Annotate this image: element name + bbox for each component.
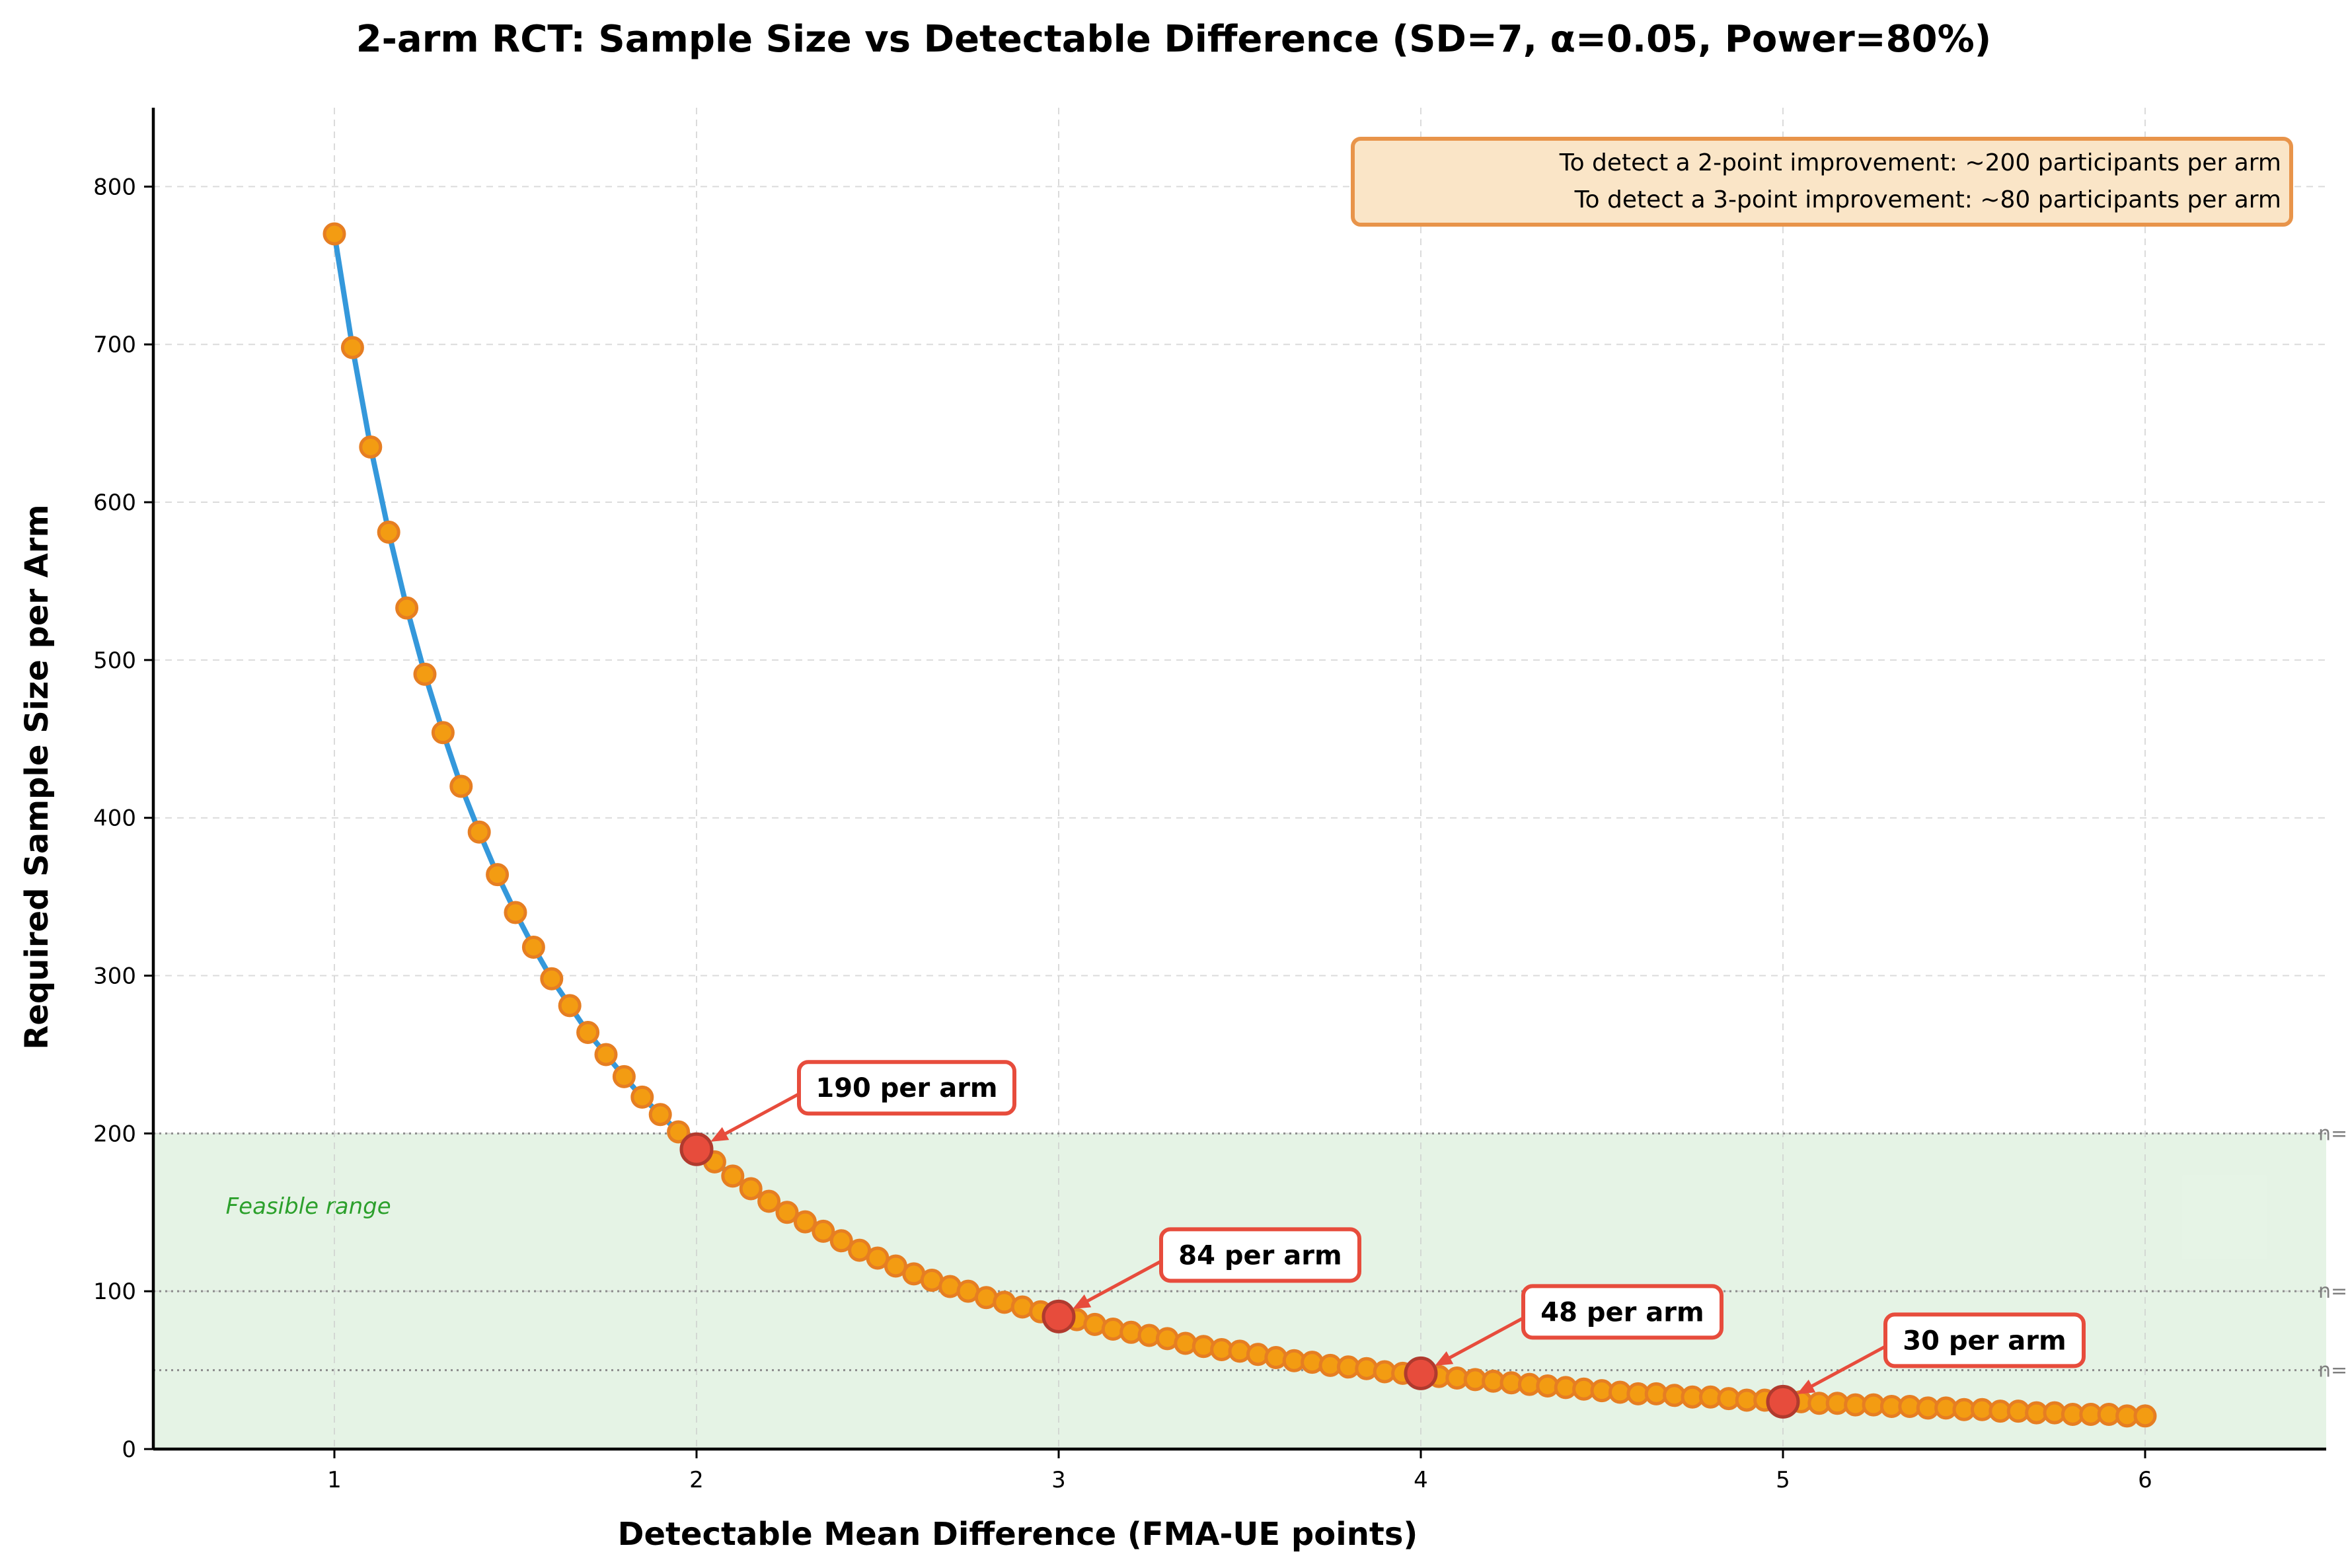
- x-tick-label: 1: [327, 1467, 342, 1493]
- y-axis-title: Required Sample Size per Arm: [19, 504, 56, 1049]
- info-box-line-1: To detect a 2-point improvement: ~200 pa…: [1559, 149, 2281, 176]
- data-point-marker: [486, 863, 510, 887]
- y-tick-label: 0: [122, 1437, 136, 1463]
- reference-label-n100: n=100: [2318, 1280, 2348, 1303]
- data-point-marker: [413, 662, 437, 686]
- data-point-marker: [558, 994, 582, 1018]
- y-tick-label: 800: [93, 174, 136, 200]
- data-point-marker: [793, 1210, 817, 1234]
- highlights-layer: [679, 1132, 1800, 1419]
- callout-label-x4: 48 per arm: [1540, 1297, 1704, 1327]
- data-point-marker: [521, 936, 545, 959]
- data-point-marker: [1246, 1343, 1269, 1366]
- y-tick-label: 400: [93, 805, 136, 832]
- data-point-marker: [1101, 1317, 1125, 1341]
- data-point-marker: [395, 596, 419, 620]
- info-box: To detect a 2-point improvement: ~200 pa…: [1351, 137, 2293, 227]
- data-point-marker: [594, 1043, 618, 1066]
- data-point-marker: [1264, 1345, 1288, 1369]
- feasible-region-label: Feasible range: [226, 1193, 391, 1220]
- data-point-marker: [340, 336, 364, 359]
- x-tick-label: 4: [1414, 1467, 1428, 1493]
- y-tick-label: 300: [93, 963, 136, 990]
- callout-label-x3: 84 per arm: [1178, 1240, 1342, 1271]
- data-point-marker: [1192, 1335, 1215, 1359]
- y-tick-label: 600: [93, 490, 136, 516]
- data-point-marker: [612, 1064, 636, 1088]
- data-point-marker: [757, 1189, 781, 1213]
- data-point-marker: [739, 1177, 763, 1201]
- y-tick-label: 100: [93, 1279, 136, 1305]
- y-tick-label: 200: [93, 1121, 136, 1147]
- data-point-marker: [1228, 1339, 1252, 1363]
- y-tick-label: 500: [93, 648, 136, 674]
- callout-label-x2: 190 per arm: [815, 1073, 997, 1103]
- chart-title: 2-arm RCT: Sample Size vs Detectable Dif…: [356, 18, 1992, 61]
- callout-arrow-shaft-x2: [718, 1092, 800, 1139]
- reference-label-n50: n=50: [2318, 1359, 2348, 1382]
- callout-arrow-shaft-x4: [1442, 1316, 1525, 1363]
- data-point-marker: [576, 1021, 600, 1045]
- reference-lines-layer: n=200 n=100 n=50: [153, 1122, 2348, 1382]
- data-point-marker: [377, 520, 400, 544]
- markers-layer: [322, 222, 2157, 1428]
- data-point-marker: [829, 1229, 853, 1253]
- x-tick-label: 5: [1776, 1467, 1790, 1493]
- highlight-point-x3: [1041, 1299, 1076, 1333]
- data-point-marker: [1174, 1331, 1197, 1355]
- x-tick-label: 6: [2138, 1467, 2152, 1493]
- data-point-marker: [812, 1219, 835, 1243]
- y-tick-label: 700: [93, 332, 136, 358]
- data-point-marker: [2133, 1404, 2157, 1428]
- x-tick-label: 3: [1051, 1467, 1066, 1493]
- data-point-marker: [359, 435, 383, 459]
- info-box-frame: [1351, 137, 2293, 227]
- callout-box-x3: [1159, 1227, 1361, 1283]
- callouts-layer: 190 per arm 84 per arm 48 per arm 30 per ar…: [710, 1060, 2086, 1394]
- callout-label-x5: 30 per arm: [1903, 1325, 2066, 1356]
- callout-arrow-head-x2: [710, 1127, 730, 1142]
- axes-layer: 1 2 3 4 5 6 0 100 200 300 400 500 600 700 800: [93, 108, 2326, 1493]
- callout-box-x5: [1883, 1312, 2086, 1368]
- x-tick-label: 2: [689, 1467, 704, 1493]
- callout-box-x2: [797, 1060, 1016, 1116]
- callout-arrow-shaft-x5: [1804, 1345, 1887, 1392]
- data-point-marker: [322, 222, 346, 246]
- data-point-marker: [504, 901, 527, 924]
- data-point-marker: [1301, 1351, 1324, 1374]
- highlight-point-x4: [1404, 1356, 1438, 1390]
- data-point-marker: [648, 1103, 672, 1127]
- highlight-point-x5: [1766, 1384, 1800, 1419]
- data-point-marker: [1119, 1320, 1143, 1344]
- data-point-marker: [775, 1201, 799, 1224]
- callout-arrow-head-x5: [1797, 1379, 1816, 1394]
- data-point-marker: [1137, 1324, 1161, 1347]
- x-axis-title: Detectable Mean Difference (FMA-UE point…: [618, 1516, 1418, 1553]
- data-point-marker: [667, 1120, 691, 1144]
- callout-box-x4: [1521, 1284, 1723, 1340]
- data-point-marker: [449, 774, 473, 798]
- callout-arrow-head-x3: [1073, 1294, 1092, 1309]
- data-point-marker: [467, 820, 491, 844]
- info-box-line-2: To detect a 3-point improvement: ~80 par…: [1574, 186, 2281, 213]
- callout-arrow-head-x4: [1435, 1351, 1454, 1366]
- data-point-marker: [721, 1164, 745, 1188]
- data-point-marker: [540, 967, 564, 990]
- data-point-marker: [1355, 1357, 1379, 1380]
- reference-label-n200: n=200: [2318, 1122, 2348, 1145]
- callout-arrow-shaft-x3: [1080, 1259, 1162, 1306]
- highlight-point-x2: [679, 1132, 714, 1166]
- data-point-marker: [630, 1085, 654, 1109]
- data-point-marker: [431, 721, 455, 745]
